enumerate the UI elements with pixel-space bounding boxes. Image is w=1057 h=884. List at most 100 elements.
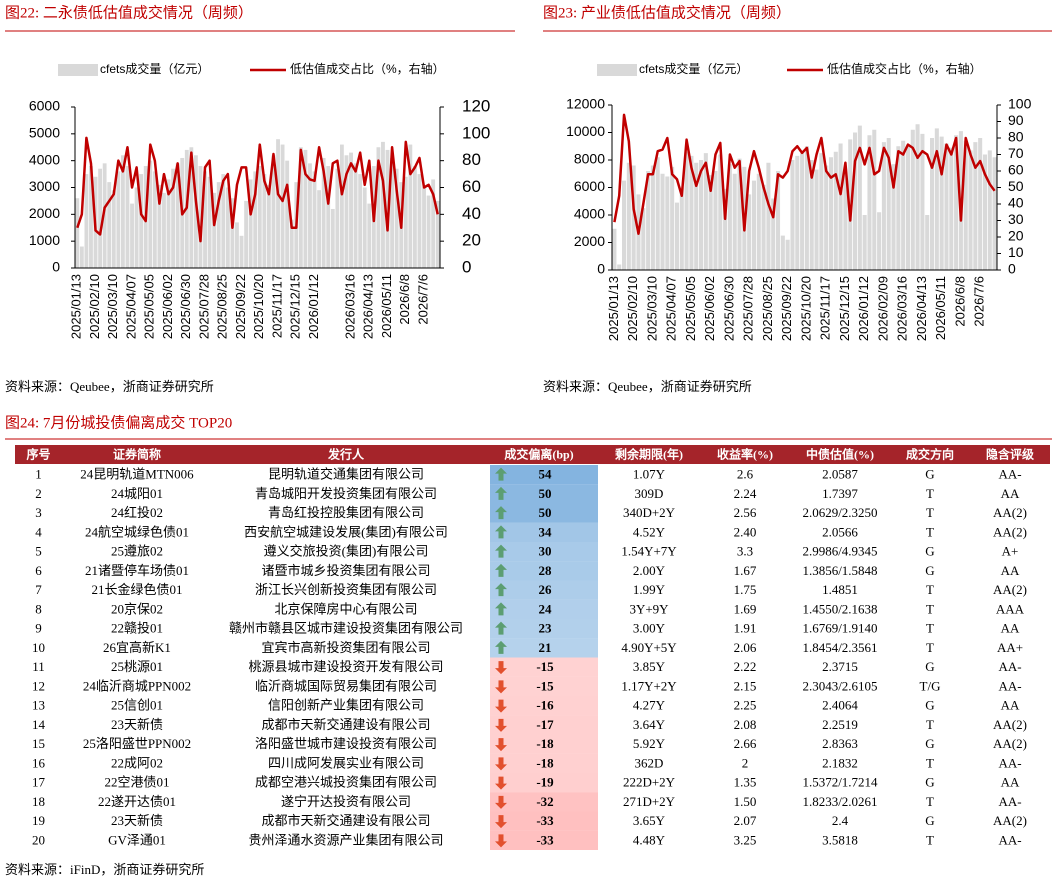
y2-tick-label: 60: [1008, 162, 1024, 178]
table-cell: T: [926, 832, 934, 847]
bar: [737, 158, 742, 270]
bar: [212, 192, 217, 268]
table-cell: 3.65Y: [633, 813, 666, 828]
bar: [285, 160, 290, 268]
bar: [339, 144, 344, 268]
bar: [718, 154, 723, 270]
deviation-bar: [490, 773, 598, 793]
arrow-up: [495, 486, 507, 500]
deviation-bar: [490, 734, 598, 754]
table-cell: 1.7397: [822, 486, 858, 501]
bar: [881, 142, 886, 270]
table-cell: 3.25: [734, 832, 757, 847]
y2-tick-label: 70: [1008, 145, 1024, 161]
bar: [848, 139, 853, 270]
table-cell: AA-: [998, 467, 1021, 482]
table-header-cell: 成交方向: [906, 446, 954, 461]
table-cell: AA-: [998, 678, 1021, 693]
bar: [973, 142, 978, 270]
table-cell: 1.99Y: [633, 582, 666, 597]
bar: [162, 192, 166, 268]
y-tick-label: 2000: [574, 233, 605, 249]
x-tick-label: 2025/09/22: [779, 276, 794, 341]
deviation-bar: [490, 522, 598, 542]
table-cell: AA(2): [993, 524, 1027, 539]
table-cell: 2.9986/4.9345: [802, 544, 877, 559]
table-cell: 24航空城绿色债01: [85, 524, 189, 539]
bar: [335, 168, 340, 268]
bar: [910, 129, 915, 270]
chart-source: 资料来源：Qeubee，浙商证券研究所: [5, 379, 214, 394]
table-header-cell: 发行人: [327, 446, 365, 461]
bar: [790, 160, 795, 270]
table-cell: AA+: [997, 640, 1023, 655]
table-header-cell: 成交偏离(bp): [504, 446, 573, 461]
y-tick-label: 6000: [574, 178, 605, 194]
table-cell: -33: [536, 813, 554, 828]
table-cell: -19: [536, 775, 554, 790]
bar: [674, 202, 679, 270]
x-tick-label: 2025/11/17: [269, 274, 284, 338]
bar: [963, 140, 968, 270]
deviation-bar: [490, 715, 598, 735]
bar: [257, 166, 262, 268]
bar: [776, 171, 781, 270]
table-header-cell: 序号: [26, 446, 50, 461]
table-source: 资料来源：iFinD，浙商证券研究所: [5, 862, 204, 877]
table-cell: 5: [35, 544, 42, 559]
table-cell: 13: [32, 698, 45, 713]
y-tick-label: 10000: [566, 123, 605, 139]
bar: [699, 160, 704, 270]
bar: [853, 132, 858, 270]
table-cell: 26: [539, 582, 553, 597]
table-cell: 4.52Y: [633, 524, 666, 539]
table-cell: 17: [32, 775, 46, 790]
table-cell: 22空港债01: [104, 775, 169, 790]
bar: [171, 168, 176, 268]
table-cell: 2.8363: [822, 736, 858, 751]
y2-tick-label: 100: [1008, 96, 1032, 112]
bar: [289, 219, 294, 268]
table-cell: T: [926, 486, 934, 501]
table-cell: AA: [1001, 621, 1020, 636]
x-tick-label: 2025/01/13: [606, 276, 621, 341]
table-cell: 24临沂商城PPN002: [83, 678, 191, 693]
table-cell: 1.54Y+7Y: [621, 544, 677, 559]
y-tick-label: 5000: [29, 125, 60, 141]
table-cell: 四川成阿发展实业有限公司: [268, 755, 424, 770]
y2-tick-label: 80: [1008, 129, 1024, 145]
legend-label: cfets成交量（亿元）: [100, 61, 209, 76]
bar: [298, 147, 303, 268]
arrow-up: [495, 544, 507, 558]
table-cell: 2: [742, 755, 749, 770]
x-tick-label: 2025/03/10: [105, 274, 120, 339]
bar: [771, 198, 776, 270]
table-cell: G: [925, 467, 934, 482]
x-tick-label: 2026/04/13: [361, 274, 376, 339]
arrow-down: [495, 776, 507, 790]
arrow-down: [495, 738, 507, 752]
table-cell: 信阳创新产业集团有限公司: [268, 698, 424, 713]
legend-label: cfets成交量（亿元）: [639, 61, 748, 76]
table-header-cell: 中债估值(%): [806, 446, 874, 461]
table-cell: 3: [35, 505, 42, 520]
table-cell: 2: [35, 486, 42, 501]
y2-tick-label: 30: [1008, 211, 1024, 227]
bar: [655, 157, 660, 270]
table-cell: 2.3715: [822, 659, 858, 674]
x-tick-label: 2026/03/16: [342, 274, 357, 339]
bar: [408, 144, 413, 268]
y2-tick-label: 100: [462, 123, 490, 142]
bar: [694, 162, 699, 270]
bar: [824, 165, 829, 270]
deviation-bar: [490, 465, 598, 485]
bar: [785, 239, 790, 270]
table-header-cell: 剩余期限(年): [615, 446, 683, 461]
table-cell: 25遵旅02: [111, 544, 163, 559]
y2-tick-label: 50: [1008, 178, 1024, 194]
table-cell: 20京保02: [111, 601, 163, 616]
bar: [239, 235, 244, 268]
table-cell: -18: [536, 736, 554, 751]
table-cell: 25桃源01: [111, 659, 163, 674]
